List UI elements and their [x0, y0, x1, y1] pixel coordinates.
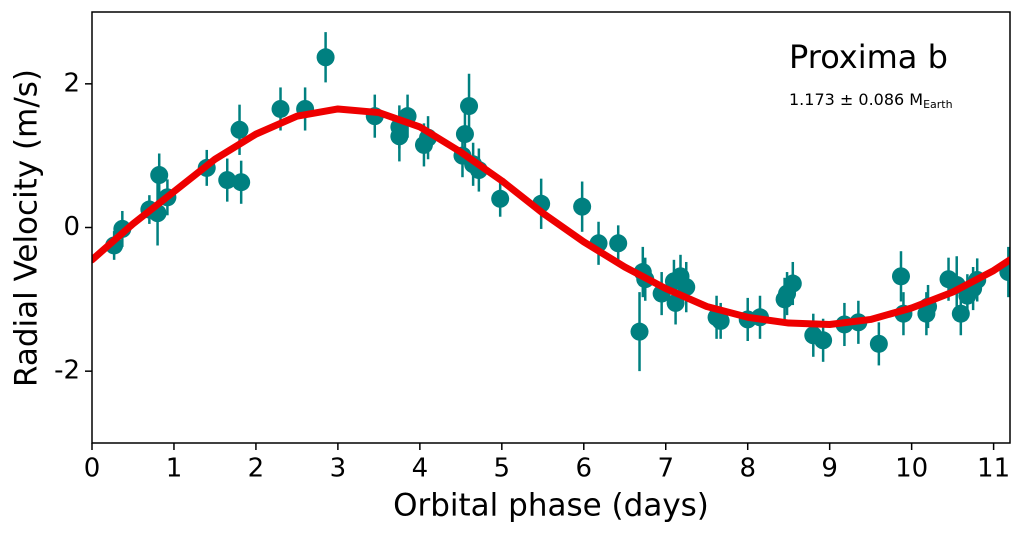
data-point: [891, 267, 910, 286]
data-point: [491, 189, 510, 208]
data-point: [150, 166, 169, 185]
x-axis-label: Orbital phase (days): [393, 488, 709, 524]
data-point: [455, 125, 474, 144]
plot-area: [92, 32, 1010, 372]
x-tick-label: 0: [84, 454, 101, 484]
data-point: [783, 274, 802, 293]
y-tick-label: 0: [63, 212, 80, 242]
data-point: [218, 171, 237, 190]
data-point: [460, 97, 479, 116]
y-tick-label: -2: [54, 356, 80, 386]
x-tick-label: 7: [657, 454, 674, 484]
data-point: [711, 311, 730, 330]
x-tick-label: 11: [977, 454, 1010, 484]
x-tick-label: 5: [494, 454, 511, 484]
x-tick-label: 2: [248, 454, 265, 484]
x-tick-label: 10: [895, 454, 928, 484]
y-axis-label: Radial Velocity (m/s): [9, 69, 45, 387]
data-point: [609, 234, 628, 253]
x-tick-label: 1: [166, 454, 183, 484]
data-point: [630, 322, 649, 341]
data-point: [951, 304, 970, 323]
x-tick-label: 6: [576, 454, 593, 484]
x-tick-label: 3: [330, 454, 347, 484]
data-point: [573, 197, 592, 216]
data-point: [271, 99, 290, 118]
x-tick-label: 9: [821, 454, 838, 484]
data-point: [869, 334, 888, 353]
axes-frame: [91, 11, 1011, 444]
data-point: [814, 331, 833, 350]
x-tick-label: 8: [739, 454, 756, 484]
data-point: [316, 48, 335, 67]
y-tick-label: 2: [63, 68, 80, 98]
annotation-title: Proxima b: [789, 38, 948, 76]
fit-curve: [92, 105, 1010, 328]
data-point: [677, 278, 696, 297]
data-point: [230, 120, 249, 139]
annotation-mass: 1.173 ± 0.086 MEarth: [789, 90, 953, 112]
x-tick-label: 4: [412, 454, 429, 484]
mass-subscript: Earth: [923, 98, 953, 111]
mass-value: 1.173 ± 0.086 M: [789, 90, 923, 109]
data-point: [232, 173, 251, 192]
